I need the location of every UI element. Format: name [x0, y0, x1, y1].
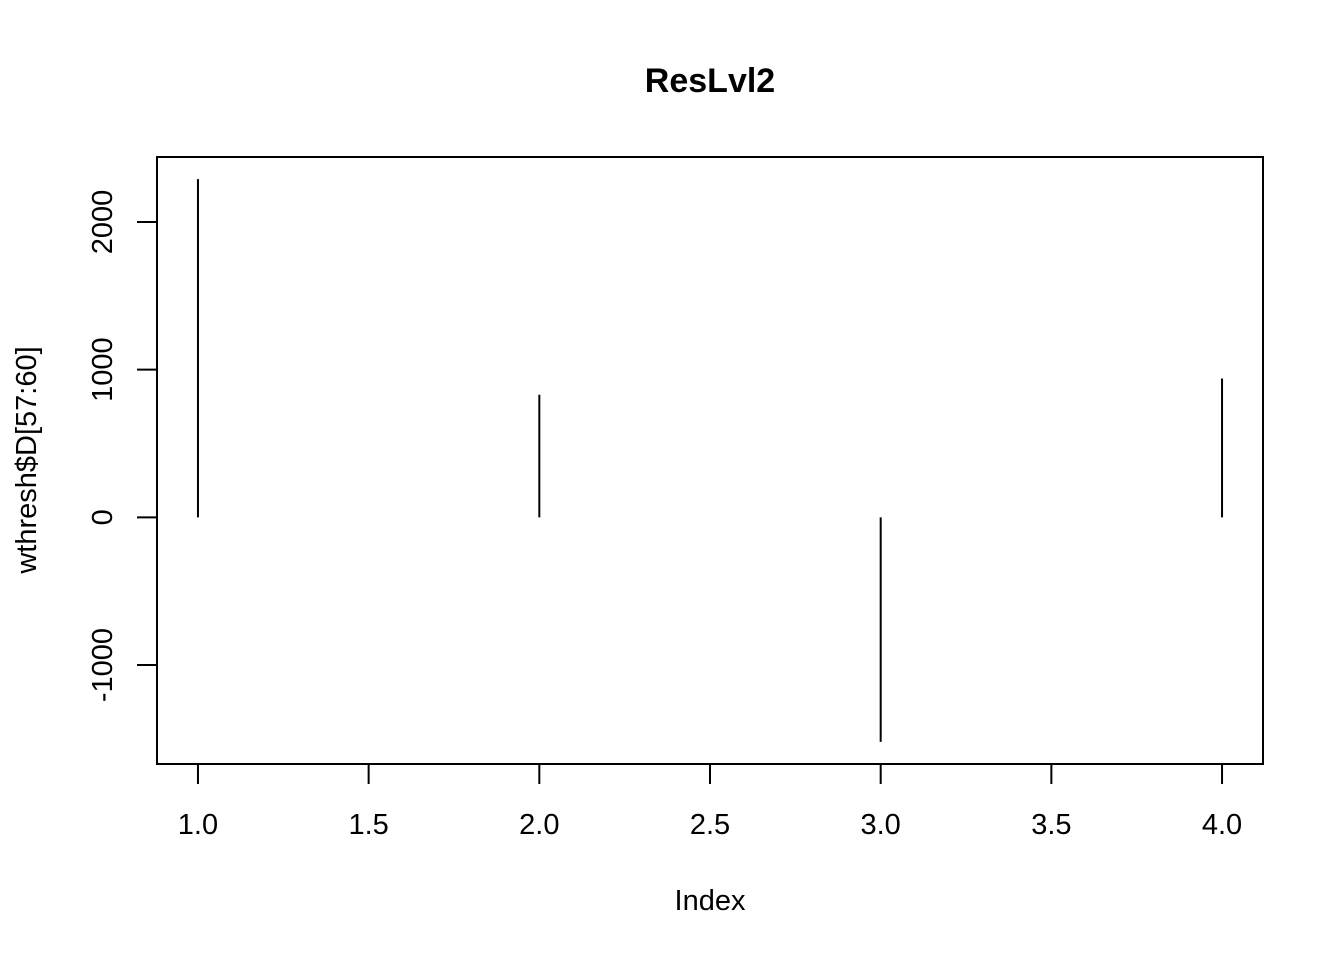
plot-frame	[156, 156, 1264, 765]
x-axis-label: Index	[675, 885, 746, 917]
x-tick-label: 2.0	[519, 809, 559, 841]
y-tick-label: 0	[87, 509, 119, 525]
x-tick-label: 3.0	[861, 809, 901, 841]
y-axis-label: wthresh$D[57:60]	[11, 346, 43, 574]
x-tick-label: 2.5	[690, 809, 730, 841]
x-tick-label: 3.5	[1031, 809, 1071, 841]
chart-title: ResLvl2	[645, 62, 775, 100]
data-marks	[196, 179, 1224, 742]
x-tick-label: 1.5	[348, 809, 388, 841]
y-axis: -1000 0 1000 2000	[87, 190, 158, 702]
x-tick-label: 4.0	[1202, 809, 1242, 841]
x-axis: 1.0 1.5 2.0 2.5 3.0 3.5 4.0	[178, 763, 1242, 841]
y-tick-label: 1000	[87, 337, 119, 402]
y-tick-label: -1000	[87, 628, 119, 702]
y-tick-label: 2000	[87, 190, 119, 255]
x-tick-label: 1.0	[178, 809, 218, 841]
